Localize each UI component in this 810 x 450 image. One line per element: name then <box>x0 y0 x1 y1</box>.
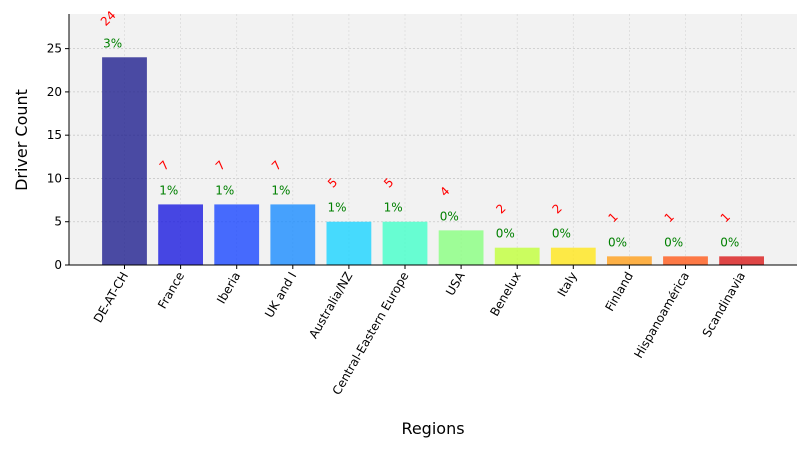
x-axis-title: Regions <box>401 419 464 438</box>
y-axis-title: Driver Count <box>12 89 31 191</box>
percent-label: 1% <box>215 183 234 197</box>
percent-label: 0% <box>720 235 739 249</box>
x-tick-label: UK and I <box>262 270 299 321</box>
y-tick-label: 0 <box>54 258 62 272</box>
x-tick-label: Scandinavia <box>700 270 749 340</box>
y-tick-label: 10 <box>47 171 62 185</box>
bars <box>102 57 764 265</box>
bar-hispanoam-rica <box>663 256 708 265</box>
grid-lines <box>69 14 797 266</box>
bar-de-at-ch <box>102 57 147 265</box>
percent-label: 0% <box>664 235 683 249</box>
x-tick-label: Italy <box>555 270 580 300</box>
percent-label: 1% <box>384 201 403 215</box>
bar-central-eastern-europe <box>382 221 428 265</box>
x-tick-label: Iberia <box>214 270 243 307</box>
bar-benelux <box>494 247 540 265</box>
bar-finland <box>607 256 652 265</box>
percent-label: 0% <box>496 227 515 241</box>
x-tick-label: France <box>155 270 187 312</box>
x-tick-label: DE-AT-CH <box>91 270 131 326</box>
bar-usa <box>438 230 484 265</box>
bar-italy <box>550 247 596 265</box>
percent-label: 0% <box>552 227 571 241</box>
x-tick-label: Finland <box>602 270 636 314</box>
y-tick-label: 20 <box>47 85 62 99</box>
bar-iberia <box>214 204 260 265</box>
percent-label: 3% <box>103 36 122 50</box>
bar-france <box>158 204 203 265</box>
x-ticks: DE-AT-CH France Iberia UK and I Australia/NZ… <box>91 265 748 397</box>
percent-label: 1% <box>271 183 290 197</box>
x-tick-label: Benelux <box>487 270 523 319</box>
x-tick-label: Hispanoamérica <box>631 270 692 361</box>
y-ticks: 0 5 10 15 20 25 <box>47 42 69 272</box>
percent-label: 1% <box>328 201 347 215</box>
x-tick-label: USA <box>443 269 468 298</box>
x-tick-label: Australia/NZ <box>306 270 355 341</box>
bar-uk-and-i <box>270 204 316 265</box>
percent-label: 0% <box>440 209 459 223</box>
y-tick-label: 25 <box>47 42 62 56</box>
bar-scandinavia <box>719 256 764 265</box>
y-tick-label: 15 <box>47 128 62 142</box>
bar-australia-nz <box>326 221 372 265</box>
percent-label: 0% <box>608 235 627 249</box>
y-tick-label: 5 <box>54 215 62 229</box>
percent-label: 1% <box>159 183 178 197</box>
